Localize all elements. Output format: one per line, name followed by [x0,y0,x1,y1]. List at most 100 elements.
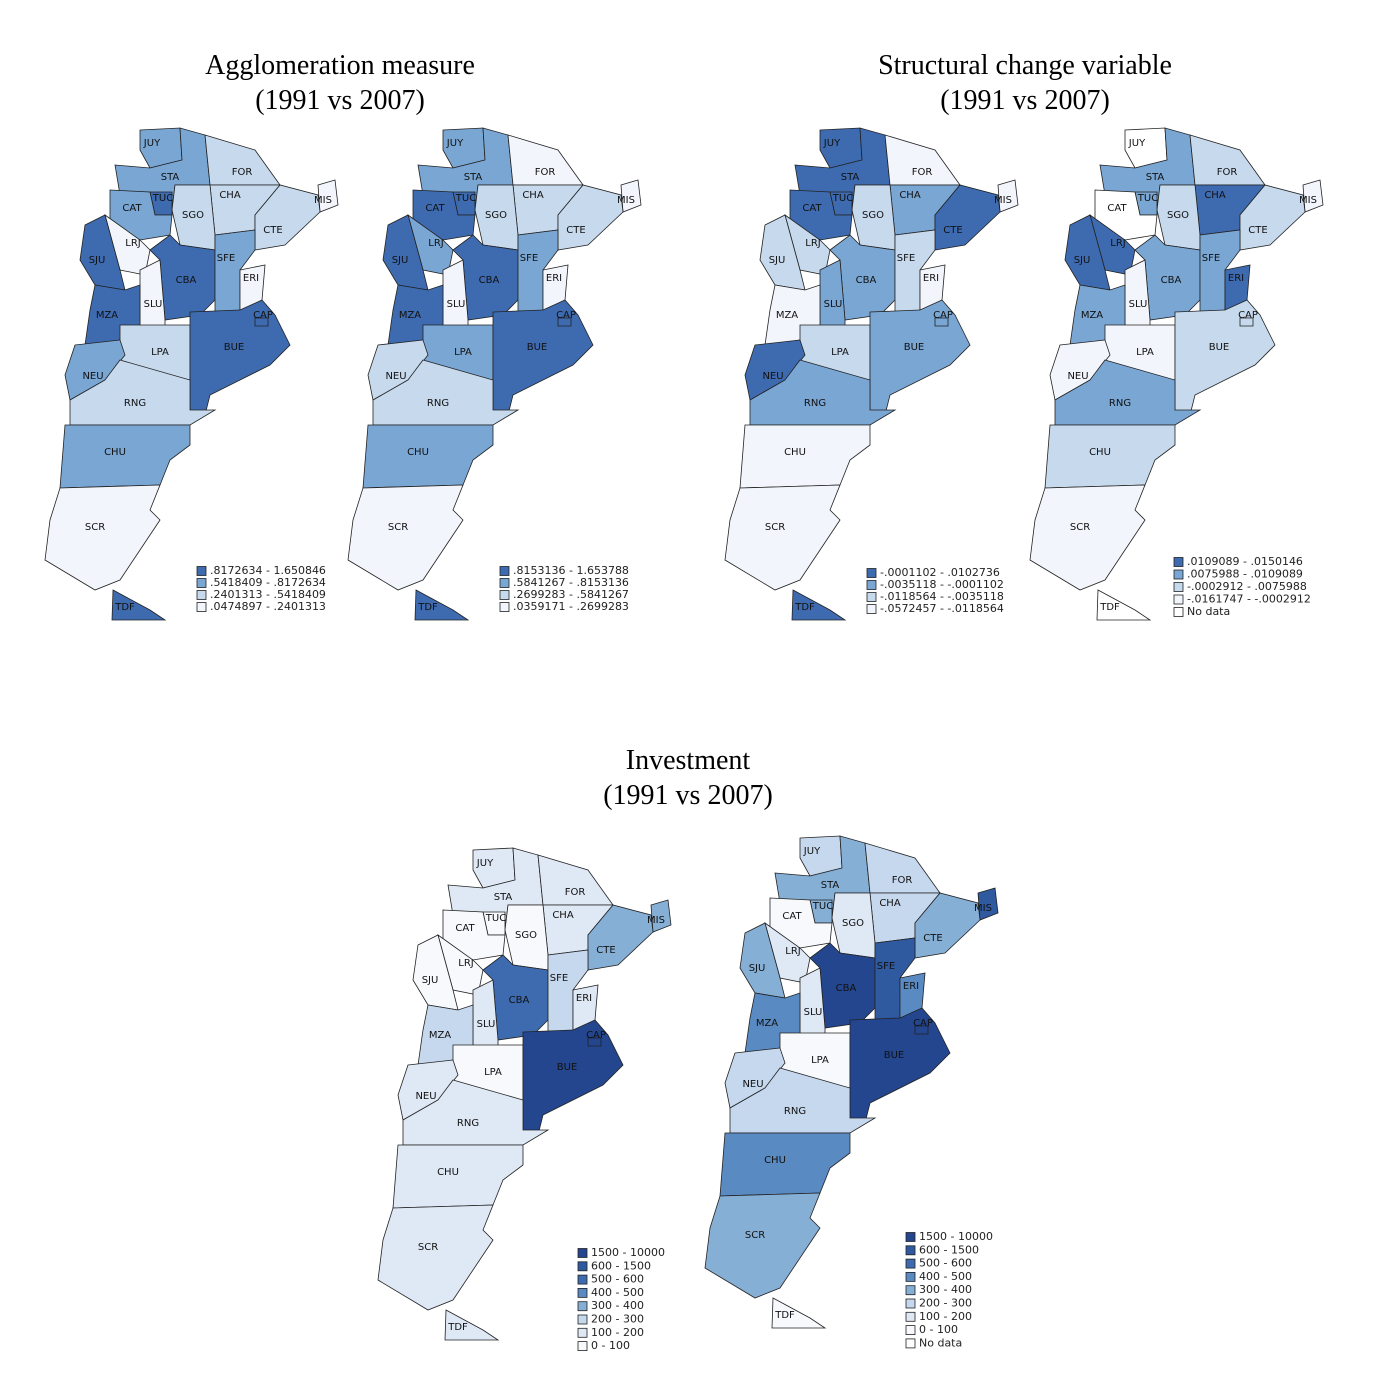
province-code: LRJ [785,946,800,957]
legend-label: 600 - 1500 [591,1259,651,1272]
province-code: CBA [1161,275,1182,286]
province-code: TUC [812,901,833,912]
province-code: FOR [1217,167,1238,178]
province-code: TUC [832,193,853,204]
province-code: SFE [217,253,235,264]
province-code: CAT [122,203,142,214]
province-code: MIS [314,195,332,206]
province-code: SGO [515,930,537,941]
province-code: CAT [1107,203,1127,214]
province-code: SCR [85,522,105,533]
province-code: STA [1146,172,1165,183]
province-code: CAP [556,310,576,321]
province-code: TDF [417,602,438,613]
province-code: MZA [776,310,798,321]
province-code: SLU [824,299,843,310]
province-code: LRJ [805,238,820,249]
province-code: TDF [1099,602,1120,613]
province [44,484,161,591]
province-code: CHU [764,1155,786,1166]
province-code: CHU [104,447,126,458]
legend-swatch [905,1232,916,1242]
legend-label: 0 - 100 [919,1323,958,1336]
legend-swatch [905,1285,916,1296]
province-code: ERI [576,993,592,1004]
legend-label: 600 - 1500 [919,1243,979,1256]
province-code: CBA [856,275,877,286]
legend-swatch [1173,569,1184,580]
province [472,979,499,1056]
province-code: LRJ [428,238,443,249]
province-code: SGO [485,210,507,221]
province-code: SFE [550,973,568,984]
province-code: LRJ [125,238,140,249]
province-code: BUE [224,342,245,353]
province-code: SCR [1070,522,1090,533]
province-code: JUY [1128,138,1146,149]
province [934,317,949,327]
legend-label: .0109089 - .0150146 [1187,555,1303,568]
province-code: RNG [124,398,146,409]
province [1029,484,1146,591]
province [771,1297,827,1329]
province-code: CTE [566,225,585,236]
province [442,259,469,336]
province-code: NEU [415,1091,436,1102]
map: JUY STA FOR CHA MIS CTE SGO TUC CAT LRJ SJU CBA SFE E… [44,127,339,621]
province-code: CAT [425,203,445,214]
province-code: SLU [447,299,466,310]
legend-swatch [1173,607,1184,617]
province-code: SFE [1202,253,1220,264]
province-code: SGO [182,210,204,221]
legend-swatch [577,1301,588,1312]
panel-period: (1991 vs 2007) [255,85,425,116]
legend-swatch [905,1272,916,1282]
province-code: FOR [232,167,253,178]
province-code: CTE [1248,225,1267,236]
province-code: CHA [219,190,241,201]
province [377,1204,494,1311]
province-code: CAP [586,1030,606,1041]
province-code: TDF [114,602,135,613]
province-code: SCR [388,522,408,533]
legend-swatch [905,1338,916,1349]
legend-swatch [196,566,207,576]
legend-swatch [866,604,877,614]
legend-label: 400 - 500 [591,1286,644,1299]
province-code: TDF [794,602,815,613]
province-code: MIS [617,195,635,206]
province-code: TUC [485,913,506,924]
province-code: TUC [152,193,173,204]
province-code: JUY [476,858,494,869]
province-code: SLU [1129,299,1148,310]
province-code: SJU [422,975,439,986]
province-code: LPA [811,1055,829,1066]
province-code: CAT [455,923,475,934]
province-code: MZA [1081,310,1103,321]
legend-label: -.0572457 - -.0118564 [880,602,1004,615]
province-code: SGO [862,210,884,221]
legend-swatch [1173,582,1184,592]
province-code: SFE [897,253,915,264]
legend-swatch [499,566,510,576]
province-code: SLU [477,1019,496,1030]
province-code: ERI [903,981,919,992]
map: JUY STA FOR CHA MIS CTE SGO TUC CAT LRJ SJU CBA SFE E… [724,127,1019,621]
province [557,317,572,327]
province-code: CAP [933,310,953,321]
province-code: TDF [447,1322,468,1333]
legend-swatch [499,590,510,600]
province-code: ERI [546,273,562,284]
province-code: STA [161,172,180,183]
legend-label: 200 - 300 [919,1297,972,1310]
province-code: LRJ [1110,238,1125,249]
province-code: CTE [596,945,615,956]
province [704,1192,821,1299]
legend-swatch [577,1288,588,1298]
legend-swatch [499,602,510,612]
province-code: TDF [774,1310,795,1321]
province-code: STA [494,892,513,903]
province [799,967,826,1044]
legend-swatch [1173,594,1184,605]
legend-swatch [905,1325,916,1335]
